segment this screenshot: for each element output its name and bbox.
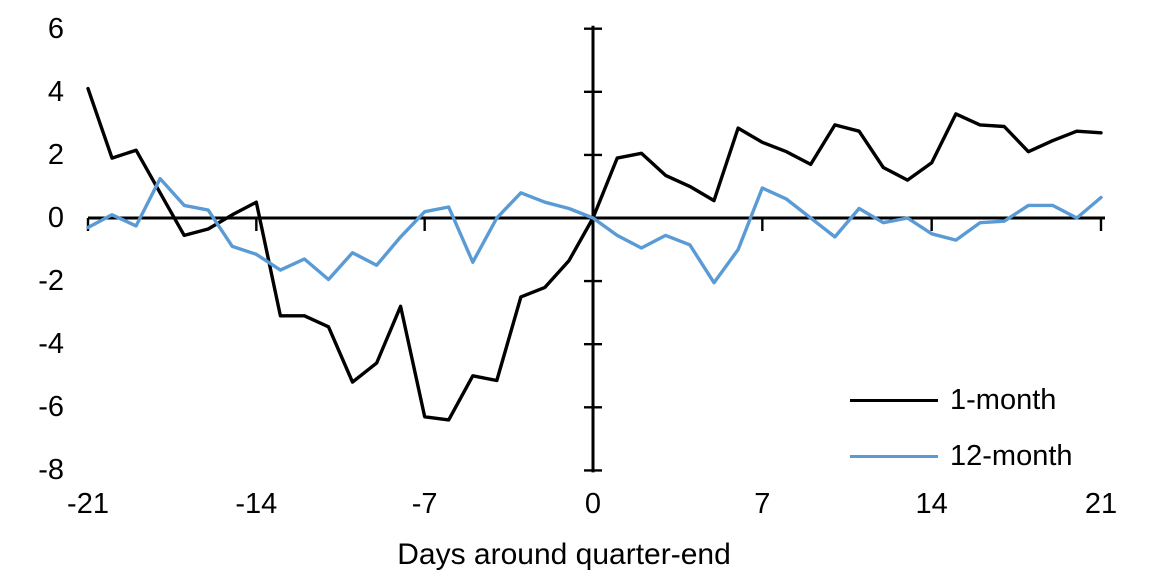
x-tick-label: -21	[67, 488, 109, 520]
y-tick-label: -2	[38, 265, 64, 298]
x-tick-label: -14	[235, 488, 278, 520]
y-tick-label: 0	[47, 202, 64, 234]
y-tick-label: 4	[47, 75, 64, 108]
legend-label: 1-month	[950, 383, 1057, 416]
legend-label: 12-month	[950, 439, 1073, 472]
x-tick-label: 21	[1084, 488, 1118, 520]
x-tick-label: 14	[915, 488, 948, 520]
y-tick-label: -6	[38, 391, 64, 424]
legend-line-icon	[850, 398, 938, 402]
y-tick-label: -4	[38, 328, 64, 361]
x-axis-title: Days around quarter-end	[397, 538, 731, 571]
legend: 1-month 12-month	[850, 372, 1073, 484]
y-tick-label: 6	[47, 12, 64, 45]
x-tick-label: 0	[584, 488, 602, 520]
y-tick-label: 2	[47, 138, 64, 171]
y-tick-label: -8	[38, 454, 64, 487]
x-tick-label: -7	[411, 488, 438, 520]
legend-item-12-month: 12-month	[850, 428, 1073, 484]
legend-item-1-month: 1-month	[850, 372, 1073, 428]
series-line-12-month	[86, 176, 1103, 285]
x-tick-label: 7	[754, 488, 771, 520]
legend-line-icon	[850, 454, 938, 458]
